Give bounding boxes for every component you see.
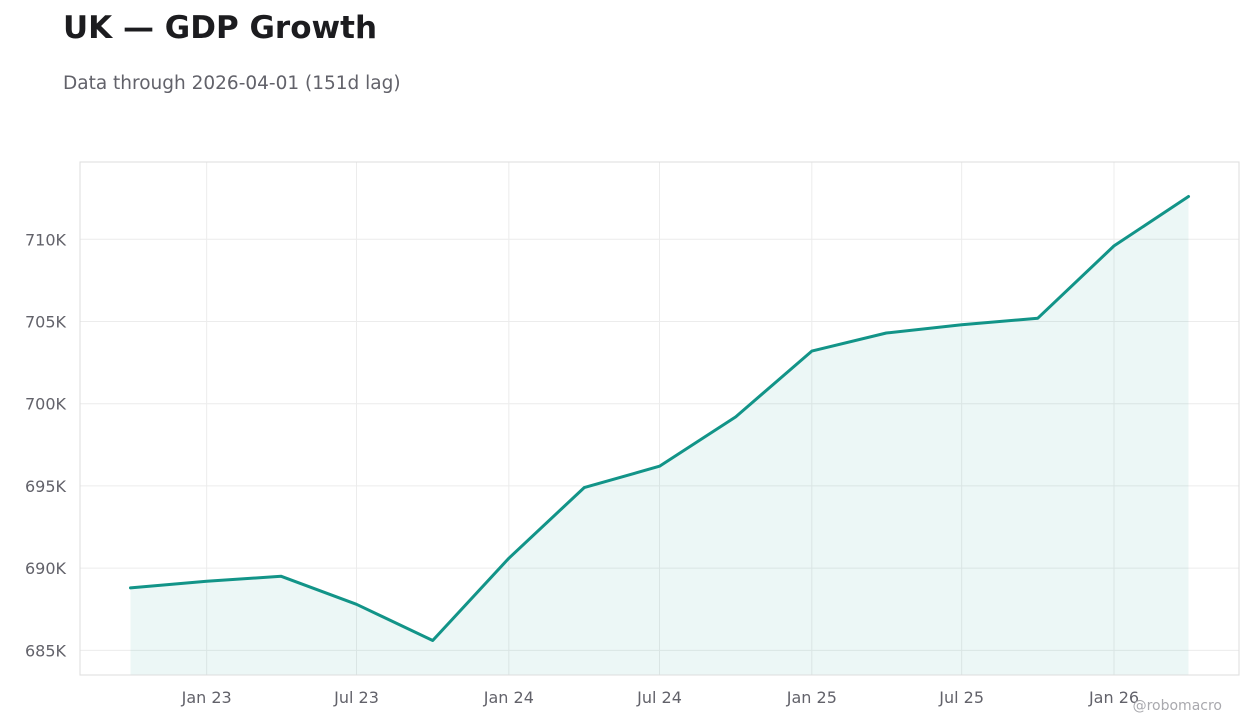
chart-subtitle: Data through 2026-04-01 (151d lag) [63, 73, 401, 94]
y-tick-label: 710K [25, 230, 67, 249]
y-tick-label: 700K [25, 395, 67, 414]
grid-lines [80, 162, 1239, 675]
series-line [129, 195, 1190, 642]
line-layer [129, 195, 1190, 642]
x-tick-label: Jul 25 [938, 688, 984, 707]
series-area-fill [130, 196, 1189, 675]
x-tick-label: Jan 26 [1088, 688, 1139, 707]
x-tick-label: Jul 23 [333, 688, 379, 707]
x-tick-label: Jan 23 [181, 688, 232, 707]
chart-title: UK — GDP Growth [63, 10, 378, 46]
watermark: @robomacro [1132, 698, 1222, 714]
y-axis-ticks: 685K 690K 695K 700K 705K 710K [25, 230, 67, 660]
y-tick-label: 695K [25, 477, 67, 496]
x-tick-label: Jul 24 [636, 688, 682, 707]
x-axis-ticks: Jan 23 Jul 23 Jan 24 Jul 24 Jan 25 Jul 25 Jan … [181, 688, 1139, 707]
x-tick-label: Jan 25 [786, 688, 837, 707]
y-tick-label: 690K [25, 559, 67, 578]
plot-frame [79, 161, 1240, 676]
area-layer [130, 196, 1189, 675]
y-tick-label: 705K [25, 312, 67, 331]
plot-border [79, 161, 1240, 676]
x-tick-label: Jan 24 [483, 688, 534, 707]
y-tick-label: 685K [25, 641, 67, 660]
